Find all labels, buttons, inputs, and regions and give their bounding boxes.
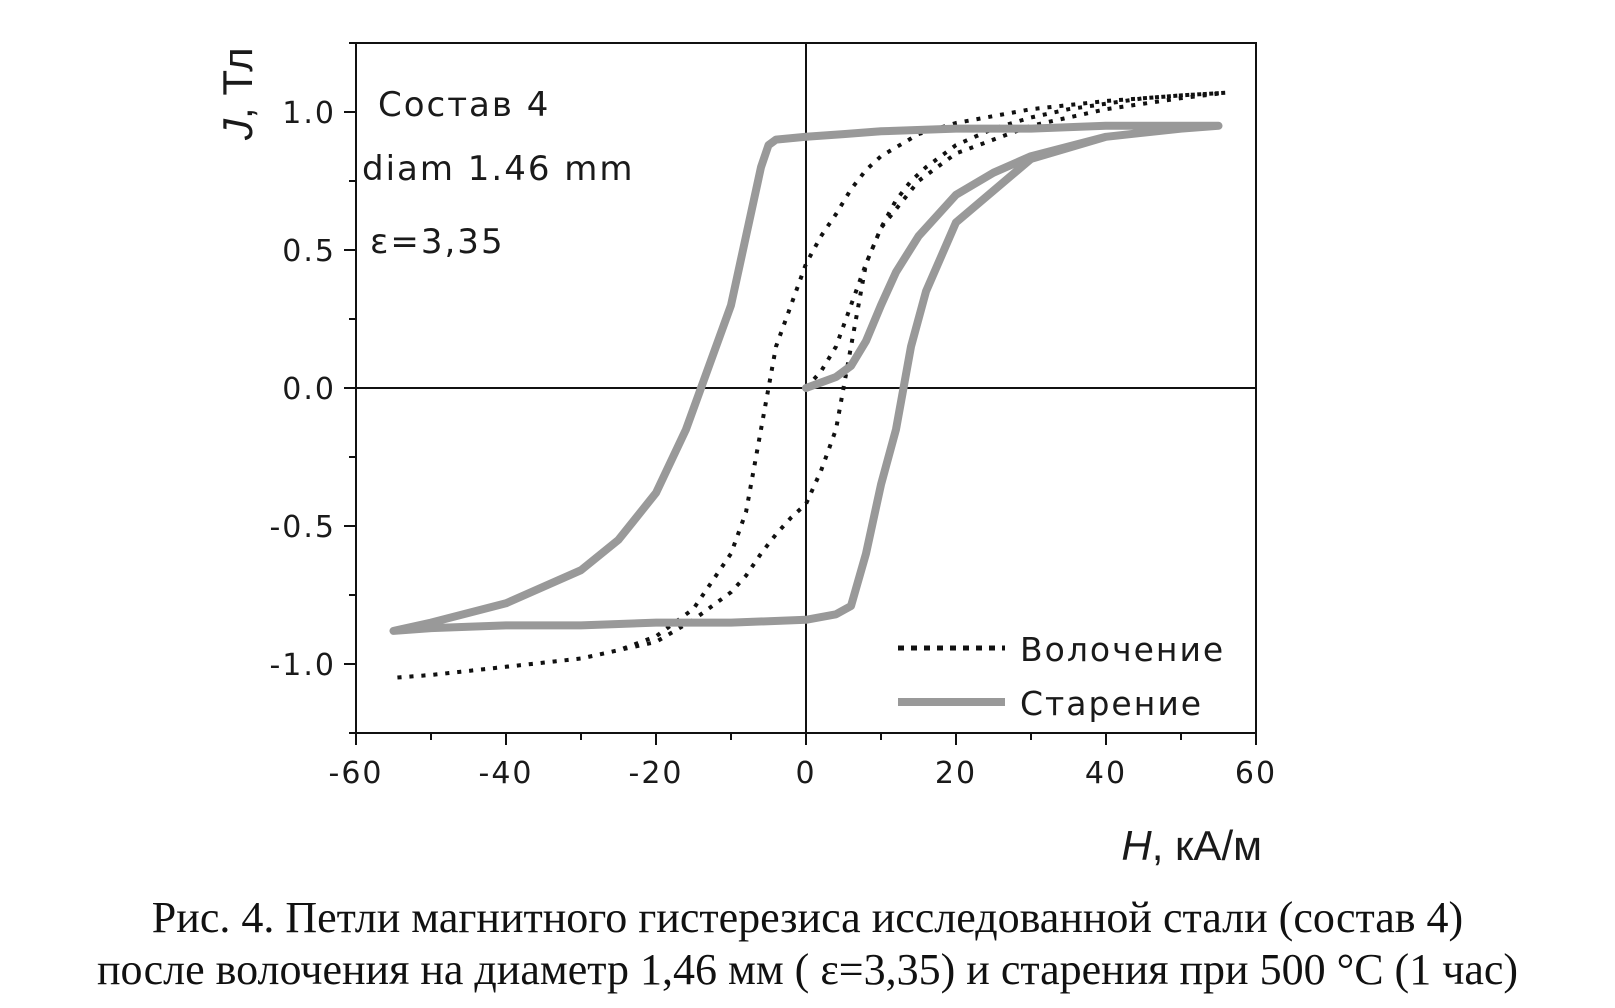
caption-line-1: Рис. 4. Петли магнитного гистерезиса исс… bbox=[151, 893, 1464, 942]
y-tick-label: -1.0 bbox=[269, 648, 336, 683]
x-tick-label: -20 bbox=[629, 756, 684, 791]
y-tick-label: 1.0 bbox=[282, 96, 336, 131]
x-tick-label: -60 bbox=[329, 756, 384, 791]
y-tick-label: 0.5 bbox=[282, 234, 336, 269]
y-tick-label: -0.5 bbox=[269, 510, 336, 545]
x-axis-label: H, кА/м bbox=[1121, 822, 1262, 869]
x-axis-ticks: -60 -40 -20 0 20 40 60 bbox=[329, 733, 1277, 791]
x-axis-label-unit: , кА/м bbox=[1152, 822, 1262, 869]
series-aging-loop bbox=[389, 121, 1223, 635]
y-axis-label-var: J bbox=[214, 118, 261, 141]
y-tick-label: 0.0 bbox=[282, 372, 336, 407]
y-axis-ticks: -1.0 -0.5 0.0 0.5 1.0 bbox=[269, 42, 356, 734]
x-tick-label: -40 bbox=[479, 756, 534, 791]
y-axis-label-unit: , Тл bbox=[214, 47, 261, 119]
legend-label-aging: Старение bbox=[1020, 684, 1203, 723]
x-tick-label: 0 bbox=[795, 756, 816, 791]
x-tick-label: 60 bbox=[1235, 756, 1277, 791]
legend: Волочение Старение bbox=[898, 630, 1225, 723]
series-layer bbox=[389, 90, 1228, 680]
hysteresis-chart: -60 -40 -20 0 20 40 60 -1.0 -0.5 0.0 0.5 1.0 J, Тл… bbox=[214, 42, 1277, 869]
figure-caption: Рис. 4. Петли магнитного гистерезиса исс… bbox=[0, 892, 1615, 996]
x-tick-label: 20 bbox=[935, 756, 977, 791]
legend-label-drawing: Волочение bbox=[1020, 630, 1225, 669]
x-tick-label: 40 bbox=[1085, 756, 1127, 791]
x-axis-label-var: H bbox=[1121, 822, 1152, 869]
y-axis-label: J, Тл bbox=[214, 47, 261, 141]
caption-line-2: после волочения на диаметр 1,46 мм ( ε=3… bbox=[96, 945, 1519, 994]
annotation-diameter: diam 1.46 mm bbox=[362, 149, 635, 189]
annotation-strain: ε=3,35 bbox=[370, 222, 505, 262]
annotation-composition: Состав 4 bbox=[378, 85, 550, 125]
series-drawing-loop bbox=[391, 90, 1228, 680]
